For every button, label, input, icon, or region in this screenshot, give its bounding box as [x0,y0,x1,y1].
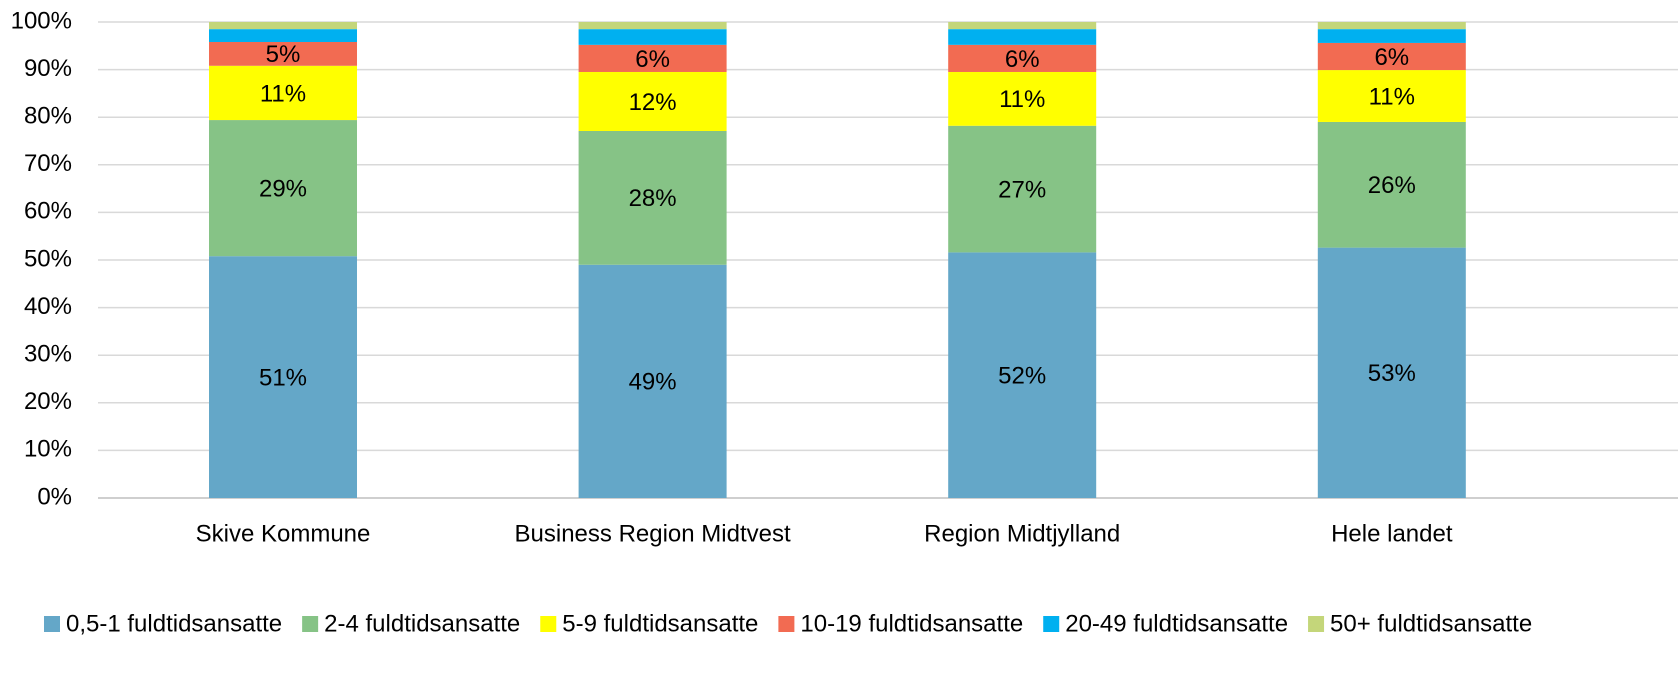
x-tick-label: Hele landet [1331,520,1453,547]
y-tick-label: 90% [24,55,72,82]
bar-segment [1317,70,1466,122]
y-tick-label: 30% [24,341,72,368]
data-label: 6% [1374,44,1409,71]
bar-segment [209,22,357,30]
legend-label: 0,5-1 fuldtidsansatte [66,610,282,637]
data-label: 6% [1005,46,1040,73]
bar-segment [578,22,727,30]
data-label: 11% [1369,83,1415,110]
y-tick-label: 60% [24,198,72,225]
bar-segment [578,264,727,498]
legend-swatch [44,616,60,632]
bar-segment [948,125,1097,253]
y-tick-label: 40% [24,293,72,320]
bar-segment [1317,247,1466,498]
y-tick-label: 20% [24,388,72,415]
bar-segment [578,131,727,265]
data-label: 28% [629,185,677,212]
data-label: 27% [998,176,1046,203]
legend-swatch [1043,616,1060,632]
bar-segment [578,44,727,72]
data-label: 52% [998,363,1046,390]
data-label: 11% [999,86,1045,113]
data-label: 53% [1368,360,1416,387]
y-tick-label: 100% [11,7,72,34]
bar-segment [209,65,357,121]
bar-segment [1317,29,1466,43]
y-tick-label: 10% [24,436,72,463]
data-label: 12% [629,89,677,116]
data-label: 49% [629,369,677,396]
legend-swatch [1308,616,1325,632]
legend-label: 50+ fuldtidsansatte [1330,610,1532,637]
bar-segment [948,22,1097,30]
legend-label: 20-49 fuldtidsansatte [1065,610,1288,637]
data-label: 29% [259,175,307,202]
data-label: 26% [1368,172,1416,199]
data-label: 51% [259,364,307,391]
legend-label: 2-4 fuldtidsansatte [324,610,520,637]
data-label: 6% [635,46,670,73]
bar-segment [578,29,727,45]
legend-label: 5-9 fuldtidsansatte [562,610,758,637]
y-tick-label: 0% [37,483,72,510]
legend-label: 10-19 fuldtidsansatte [800,610,1023,637]
x-tick-label: Region Midtjylland [924,520,1120,547]
bar-segment [209,41,357,66]
legend-swatch [302,616,319,632]
bar-segment [948,29,1097,45]
bar-segment [1317,121,1466,248]
data-label: 11% [260,80,306,107]
y-tick-label: 80% [24,103,72,130]
y-tick-label: 70% [24,150,72,177]
bar-segment [578,71,727,132]
legend-swatch [540,616,557,632]
bar-segment [948,44,1097,72]
bar-segment [1317,22,1466,30]
bar-segment [209,120,357,257]
data-label: 5% [266,41,301,68]
x-tick-label: Business Region Midtvest [515,520,791,547]
bar-segment [209,256,357,498]
bar-segment [209,29,357,42]
x-tick-label: Skive Kommune [196,520,371,547]
bar-segment [948,252,1097,498]
bar-segment [1317,42,1466,71]
legend-swatch [778,616,795,632]
bar-segment [948,71,1097,126]
y-tick-label: 50% [24,245,72,272]
